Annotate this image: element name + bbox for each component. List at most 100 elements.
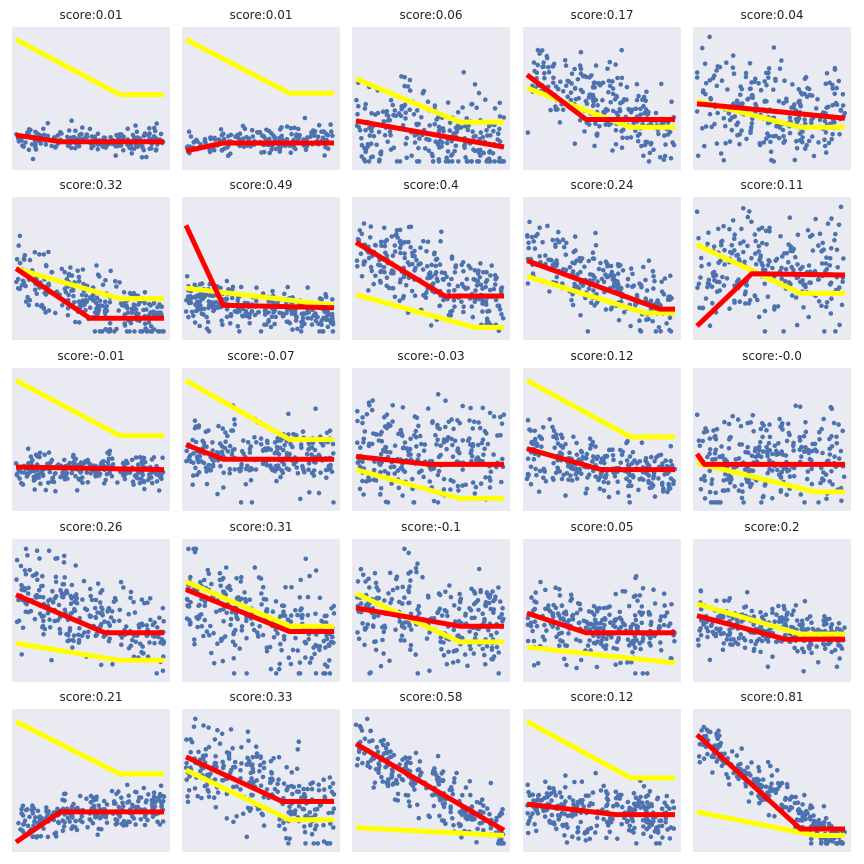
data-point — [16, 139, 22, 144]
data-point — [62, 269, 67, 275]
data-point — [654, 455, 659, 460]
data-point — [605, 264, 610, 269]
data-point — [298, 608, 303, 613]
data-point — [201, 577, 207, 583]
data-point — [810, 441, 815, 447]
data-point — [41, 618, 46, 624]
data-point — [606, 89, 611, 95]
data-point — [821, 416, 826, 422]
data-point — [631, 283, 637, 288]
data-point — [789, 105, 794, 110]
data-point — [753, 238, 758, 244]
data-point — [286, 411, 291, 417]
data-point — [391, 145, 397, 151]
data-point — [739, 495, 745, 501]
data-point — [219, 449, 225, 455]
data-point — [531, 663, 537, 668]
data-point — [280, 314, 286, 319]
data-point — [435, 610, 440, 616]
data-point — [740, 101, 745, 106]
data-point — [621, 127, 626, 133]
data-point — [565, 94, 570, 99]
data-point — [433, 139, 438, 144]
data-point — [433, 271, 438, 277]
data-point — [806, 447, 811, 453]
data-point — [628, 135, 634, 140]
data-point — [554, 634, 559, 640]
data-point — [458, 596, 464, 602]
data-point — [550, 64, 555, 69]
data-point — [238, 500, 244, 505]
data-point — [611, 457, 616, 463]
data-point — [438, 452, 443, 458]
data-point — [577, 117, 583, 123]
data-point — [307, 660, 313, 665]
data-point — [788, 624, 794, 630]
data-point — [53, 145, 58, 150]
data-point — [313, 671, 319, 676]
data-point — [456, 488, 461, 493]
data-point — [113, 153, 118, 158]
data-point — [760, 434, 765, 440]
data-point — [640, 671, 646, 676]
data-point — [827, 281, 833, 287]
data-point — [224, 314, 230, 320]
data-point — [750, 468, 756, 474]
data-point — [445, 100, 451, 105]
data-point — [84, 607, 90, 613]
data-point — [741, 500, 746, 505]
data-point — [702, 61, 708, 67]
scatter-plot — [525, 47, 677, 164]
data-point — [22, 588, 28, 593]
data-point — [532, 619, 538, 624]
data-point — [612, 474, 618, 479]
data-point — [543, 253, 548, 258]
data-point — [786, 467, 792, 473]
data-point — [156, 488, 162, 493]
data-point — [76, 632, 81, 638]
data-point — [705, 284, 710, 290]
data-point — [694, 109, 700, 114]
data-point — [822, 646, 828, 651]
data-point — [572, 66, 577, 72]
data-point — [288, 150, 294, 155]
data-point — [237, 646, 242, 651]
data-point — [792, 102, 797, 107]
data-point — [76, 640, 82, 645]
data-point — [525, 638, 531, 644]
data-point — [403, 110, 408, 115]
data-point — [714, 426, 720, 432]
data-point — [608, 620, 613, 625]
data-point — [53, 574, 59, 580]
data-point — [304, 451, 310, 457]
data-point — [830, 103, 835, 108]
data-point — [810, 248, 816, 253]
data-point — [151, 455, 157, 460]
data-point — [658, 640, 663, 645]
data-point — [201, 306, 207, 312]
reference-line — [14, 378, 164, 439]
data-point — [149, 324, 154, 329]
data-point — [362, 642, 367, 648]
data-point — [478, 130, 484, 135]
data-point — [594, 621, 599, 626]
data-point — [444, 446, 449, 452]
data-point — [732, 232, 737, 237]
data-point — [422, 146, 428, 151]
fit-line — [15, 132, 164, 145]
data-point — [499, 421, 505, 426]
data-point — [421, 293, 427, 298]
data-point — [144, 154, 149, 160]
data-point — [147, 596, 153, 601]
data-point — [711, 428, 716, 433]
data-point — [356, 103, 361, 109]
data-point — [707, 78, 713, 83]
data-point — [745, 444, 750, 450]
data-point — [185, 294, 191, 299]
data-point — [318, 470, 323, 475]
data-point — [820, 476, 825, 481]
data-point — [289, 585, 294, 590]
data-point — [311, 473, 317, 478]
data-point — [138, 621, 143, 627]
data-point — [184, 274, 190, 279]
